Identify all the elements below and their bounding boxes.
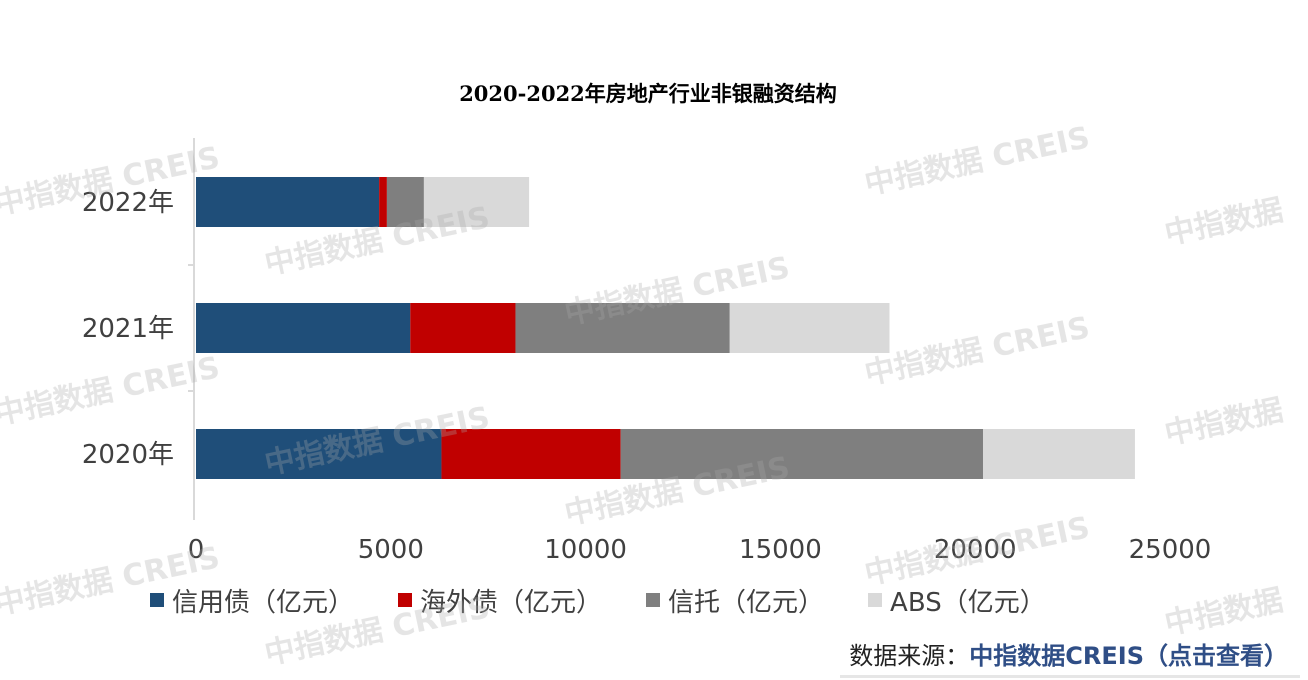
legend-item: 信托（亿元） <box>646 582 824 619</box>
legend-label: ABS（亿元） <box>890 587 1046 618</box>
chart-title: 2020-2022年房地产行业非银融资结构 <box>459 81 837 106</box>
bar-segment <box>423 177 530 227</box>
y-tick-label: 2021年 <box>82 314 174 344</box>
bar-segment <box>196 177 380 227</box>
x-tick-label: 25000 <box>1129 535 1212 565</box>
chart-legend: 信用债（亿元） 海外债（亿元） 信托（亿元） ABS（亿元） <box>150 580 1110 620</box>
legend-label: 海外债（亿元） <box>420 587 603 618</box>
bar-segment <box>515 303 730 353</box>
x-tick-label: 15000 <box>739 535 822 565</box>
bar-segment <box>196 303 411 353</box>
x-tick-label: 10000 <box>544 535 627 565</box>
footer-divider <box>840 675 1300 678</box>
legend-label: 信托（亿元） <box>668 587 825 618</box>
bar-segment <box>379 177 387 227</box>
x-tick-label: 20000 <box>934 535 1017 565</box>
bar-segment <box>410 303 516 353</box>
data-source-link[interactable]: 中指数据CREIS（点击查看） <box>969 642 1288 670</box>
y-tick-label: 2020年 <box>82 440 174 470</box>
bar-segment <box>196 429 442 479</box>
data-source-label: 数据来源： <box>849 642 970 670</box>
bar-segment <box>441 429 621 479</box>
legend-item: 信用债（亿元） <box>150 582 354 619</box>
legend-swatch <box>150 593 164 607</box>
legend-swatch <box>868 593 883 607</box>
legend-swatch <box>398 593 413 607</box>
legend-label: 信用债（亿元） <box>172 587 355 618</box>
bar-segment <box>729 303 890 353</box>
bar-segment <box>620 429 983 479</box>
legend-item: 海外债（亿元） <box>398 582 602 619</box>
x-tick-label: 0 <box>188 535 205 565</box>
legend-item: ABS（亿元） <box>868 582 1046 619</box>
bar-segment <box>386 177 424 227</box>
data-source-footer: 数据来源：中指数据CREIS（点击查看） <box>849 636 1288 671</box>
y-tick-label: 2022年 <box>82 188 174 218</box>
legend-swatch <box>646 593 661 607</box>
x-tick-label: 5000 <box>358 535 424 565</box>
bar-segment <box>982 429 1135 479</box>
